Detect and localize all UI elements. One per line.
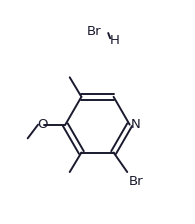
Text: Br: Br bbox=[87, 25, 101, 38]
Text: N: N bbox=[130, 118, 140, 131]
Text: H: H bbox=[110, 34, 120, 47]
Text: Br: Br bbox=[129, 175, 144, 188]
Text: O: O bbox=[37, 118, 48, 131]
